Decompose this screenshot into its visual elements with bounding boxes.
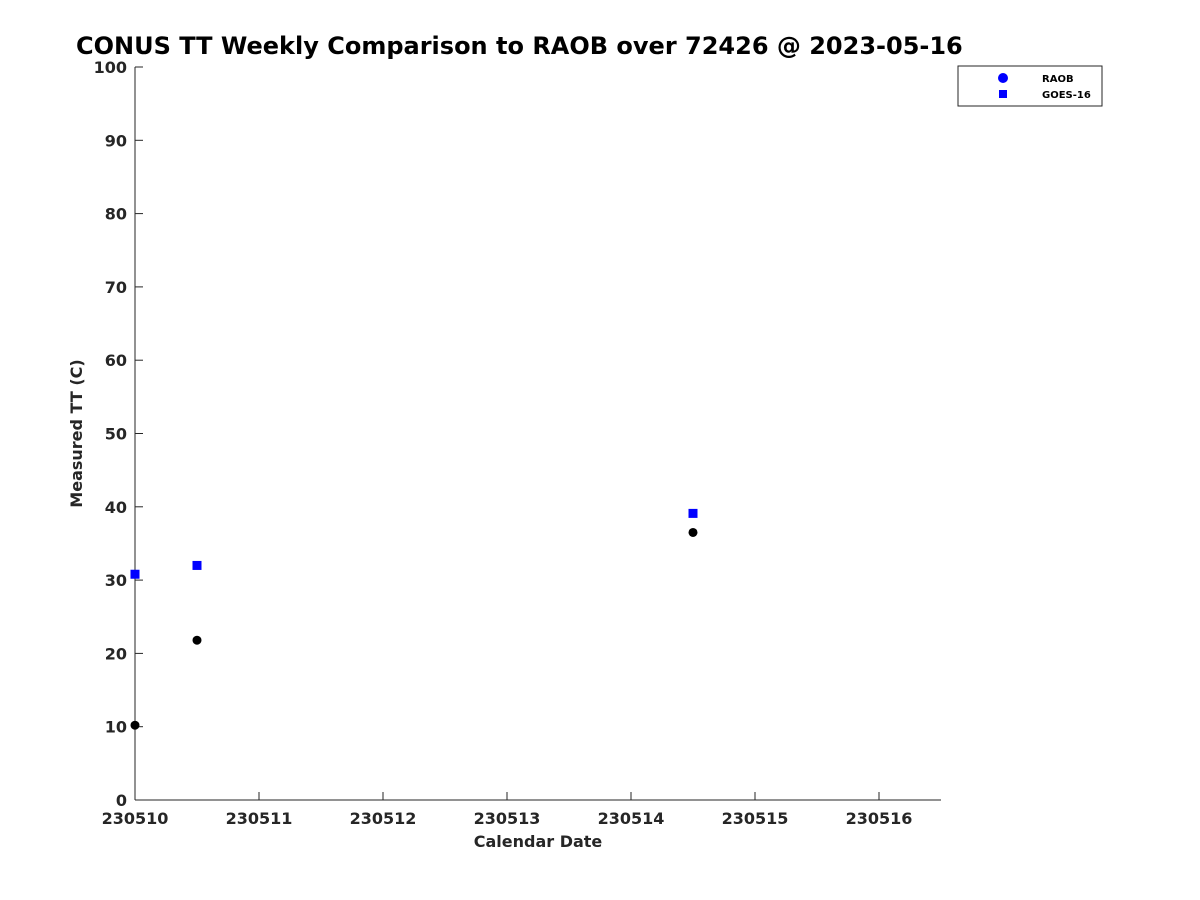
- y-tick-label: 20: [105, 644, 127, 663]
- legend-marker-goes-16: [999, 90, 1007, 98]
- x-tick-label: 230512: [350, 809, 417, 828]
- y-tick-label: 40: [105, 498, 127, 517]
- legend-label: RAOB: [1042, 74, 1074, 85]
- data-marks: [130, 508, 698, 730]
- y-tick-label: 100: [94, 58, 127, 77]
- x-tick-label: 230514: [598, 809, 665, 828]
- raob-point: [192, 635, 202, 645]
- x-tick-label: 230516: [846, 809, 913, 828]
- raob-point: [688, 527, 698, 537]
- y-tick-label: 0: [116, 791, 127, 810]
- x-tick-label: 230510: [102, 809, 169, 828]
- y-axis-label: Measured TT (C): [67, 359, 86, 507]
- axes: 0 10 20 30 40 50 60 70 80 90 100 230510 230511 230512…: [67, 58, 941, 851]
- legend: RAOB GOES-16: [957, 65, 1103, 107]
- x-tick-label: 230515: [722, 809, 789, 828]
- y-tick-label: 70: [105, 278, 127, 297]
- y-tick-label: 60: [105, 351, 127, 370]
- legend-marker-raob: [998, 73, 1008, 83]
- goes-16-point: [192, 560, 202, 570]
- y-tick-label: 10: [105, 718, 127, 737]
- legend-box: [957, 65, 1103, 107]
- x-tick-label: 230511: [226, 809, 293, 828]
- chart-title: CONUS TT Weekly Comparison to RAOB over …: [76, 32, 963, 60]
- y-tick-label: 90: [105, 131, 127, 150]
- y-tick-label: 80: [105, 205, 127, 224]
- y-tick-label: 30: [105, 571, 127, 590]
- y-tick-label: 50: [105, 425, 127, 444]
- goes-16-point: [130, 569, 140, 579]
- x-tick-label: 230513: [474, 809, 541, 828]
- goes-16-point: [688, 508, 698, 518]
- legend-label: GOES-16: [1042, 90, 1091, 101]
- raob-point: [130, 720, 140, 730]
- x-axis-label: Calendar Date: [474, 832, 603, 851]
